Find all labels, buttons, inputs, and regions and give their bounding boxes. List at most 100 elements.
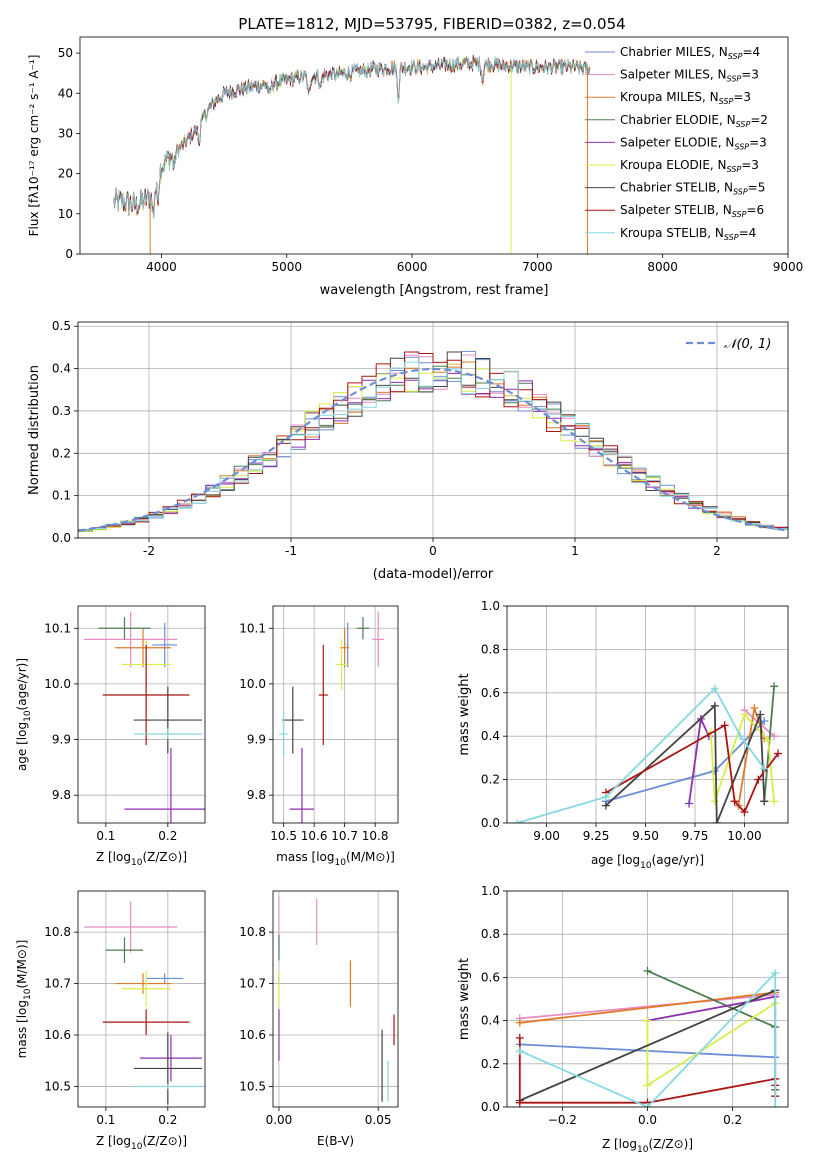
legend-label-salpeter-miles: Salpeter MILES, NSSP=3 <box>620 68 759 84</box>
spectrum-ticks: 4000 5000 6000 7000 8000 9000 0 10 20 30 40 50 <box>58 46 804 274</box>
weight_vs_age-xtick-label: 9.00 <box>533 829 560 843</box>
legend-label-main: Chabrier MILES, N <box>620 45 728 59</box>
errorbar-chabrier-miles <box>152 622 178 668</box>
residuals-ytick-label: 0.0 <box>52 531 71 545</box>
weight_vs_Z-ytick-label: 0.6 <box>481 970 500 984</box>
spectrum-ytick-label: 40 <box>58 86 73 100</box>
weight-marker-chabrier-stelib <box>756 710 765 719</box>
mass_vs_Z-ytick-label: 10.7 <box>44 977 71 991</box>
weight_vs_Z-ytick-label: 0.4 <box>481 1014 500 1028</box>
figure-title: PLATE=1812, MJD=53795, FIBERID=0382, z=0… <box>238 15 625 33</box>
weight-line-salpeter-elodie <box>647 995 776 1022</box>
spectrum-xtick-label: 8000 <box>647 260 678 274</box>
legend-label-tail: =4 <box>739 226 757 240</box>
errorbar-chabrier-miles <box>346 622 349 668</box>
weight-marker-salpeter-stelib <box>740 808 749 817</box>
mass_vs_Z-ytick-label: 10.6 <box>44 1028 71 1042</box>
legend-label-main: Salpeter MILES, N <box>620 68 727 82</box>
mass_vs_Z-x-axis-label-sub: 10 <box>131 1142 143 1152</box>
weight-marker-chabrier-stelib <box>712 819 721 823</box>
weight-marker-chabrier-stelib <box>601 801 610 810</box>
weight_vs_Z-ticks: −0.2 0.0 0.2 0.0 0.2 0.4 0.6 0.8 1.0 <box>481 884 742 1127</box>
mass_vs_Z-y-axis-label-tail: (M/M⊙)] <box>15 940 29 989</box>
weight-marker-salpeter-miles <box>770 732 779 741</box>
weight_vs_Z-plot-area <box>515 966 780 1107</box>
residuals-legend-label: 𝒩(0, 1) <box>724 337 771 352</box>
errorbar-kroupa-miles <box>115 973 171 994</box>
spectrum-panel: 4000 5000 6000 7000 8000 9000 0 10 20 30 40 50 wavel… <box>27 36 804 298</box>
residuals-plot-area <box>78 350 788 532</box>
legend-label-sub: SSP <box>728 52 743 61</box>
legend-label-chabrier-stelib: Chabrier STELIB, NSSP=5 <box>620 181 765 197</box>
mass_vs_Z-x-axis-label: Z [log10(Z/Z⊙)] <box>96 1134 187 1152</box>
weight_vs_age-xtick-label: 9.50 <box>632 829 659 843</box>
legend-label-main: Chabrier STELIB, N <box>620 181 733 195</box>
age_vs_Z-y-axis-label-tail: (age/yr)] <box>15 658 29 710</box>
mass_vs_Z-xtick-label: 0.2 <box>158 1113 177 1127</box>
age_vs_Z-ytick-label: 10.1 <box>44 621 71 635</box>
age_vs_mass-ytick-label: 10.0 <box>239 677 266 691</box>
age_vs_Z-background <box>78 606 205 823</box>
legend-label-tail: =3 <box>733 90 751 104</box>
weight-line-kroupa-stelib <box>519 970 777 1107</box>
mass_vs_Z-y-axis-label-main: mass [log <box>15 1000 29 1058</box>
weight-marker-chabrier-elodie <box>770 682 779 691</box>
legend-label-sub: SSP <box>727 165 742 174</box>
weight-marker-kroupa-stelib <box>760 764 769 773</box>
age-vs-metallicity-panel: 0.1 0.29.89.910.010.1Z [log10(Z/Z⊙)]age [… <box>15 605 206 868</box>
mass-weight-vs-age-panel: 9.00 9.25 9.50 9.75 10.00 0.0 0.2 0.4 0.6 0.8 1.0 a… <box>457 599 789 871</box>
legend-label-tail: =3 <box>741 158 759 172</box>
weight-marker-kroupa-stelib <box>736 732 745 741</box>
age_vs_Z-xtick-label: 0.1 <box>96 829 115 843</box>
mass_vs_ebv-ticks: 0.00 0.05 10.5 10.6 10.7 10.8 <box>239 925 391 1127</box>
legend-label-tail: =3 <box>741 68 759 82</box>
errorbar-chabrier-miles <box>146 973 184 984</box>
errorbar-salpeter-miles <box>372 611 385 668</box>
residuals-ytick-label: 0.3 <box>52 404 71 418</box>
residuals-xtick-label: 2 <box>713 544 721 558</box>
age_vs_mass-background <box>273 606 398 823</box>
errorbar-salpeter-miles <box>84 901 178 953</box>
residuals-ytick-label: 0.2 <box>52 446 71 460</box>
legend-label-tail: =5 <box>748 181 766 195</box>
age_vs_mass-x-axis-label-tail: (M/M⊙)] <box>346 850 395 864</box>
mass_vs_Z-plot-area <box>84 901 202 1105</box>
spectrum-ytick-label: 50 <box>58 46 73 60</box>
weight-marker-kroupa-stelib <box>512 819 521 823</box>
mass_vs_ebv-ytick-label: 10.8 <box>239 925 266 939</box>
legend-label-sub: SSP <box>724 233 739 242</box>
mass_vs_Z-frame <box>77 890 206 1108</box>
weight-marker-kroupa-elodie <box>643 1016 652 1025</box>
weight_vs_age-ticks: 9.00 9.25 9.50 9.75 10.00 0.0 0.2 0.4 0.6 0.8 1.0 <box>481 599 762 843</box>
residuals-y-axis-label: Normed distribution <box>27 365 42 495</box>
mass-weight-vs-metallicity-panel: −0.2 0.0 0.2 0.0 0.2 0.4 0.6 0.8 1.0 Z [log10(Z/Z… <box>457 884 789 1155</box>
age_vs_Z-y-axis-label: age [log10(age/yr)] <box>15 658 33 771</box>
weight_vs_age-plot-area <box>512 682 783 823</box>
legend-label-chabrier-miles: Chabrier MILES, NSSP=4 <box>620 45 760 61</box>
errorbar-salpeter-stelib <box>318 644 328 746</box>
legend-label-chabrier-elodie: Chabrier ELODIE, NSSP=2 <box>620 113 768 129</box>
age_vs_mass-x-axis-label-main: mass [log <box>276 850 334 864</box>
weight_vs_Z-xtick-label: 0.2 <box>723 1113 742 1127</box>
mass_vs_Z-ticks: 0.1 0.2 10.5 10.6 10.7 10.8 <box>44 925 177 1127</box>
weight-marker-chabrier-stelib <box>710 701 719 710</box>
errorbar-kroupa-stelib <box>133 1083 202 1089</box>
weight-line-salpeter-miles <box>519 993 776 1020</box>
mass_vs_ebv-frame <box>272 890 399 1108</box>
legend-label-main: Kroupa ELODIE, N <box>620 158 727 172</box>
weight-marker-salpeter-stelib <box>515 1033 524 1042</box>
spectrum-xtick-label: 7000 <box>522 260 553 274</box>
age_vs_Z-x-axis-label-main: Z [log <box>96 850 131 864</box>
legend-label-sub: SSP <box>732 210 747 219</box>
weight_vs_Z-xtick-label: 0.0 <box>638 1113 657 1127</box>
residuals-ytick-label: 0.5 <box>52 319 71 333</box>
weight-marker-kroupa-miles <box>515 1018 524 1027</box>
age_vs_mass-grid <box>273 606 398 823</box>
weight_vs_Z-y-axis-label: mass weight <box>457 958 472 1040</box>
spectrum-line-kroupa-stelib <box>113 56 591 219</box>
legend-label-kroupa-stelib: Kroupa STELIB, NSSP=4 <box>620 226 756 242</box>
age_vs_Z-x-axis-label-tail: (Z/Z⊙)] <box>142 850 187 864</box>
weight_vs_age-ytick-label: 1.0 <box>481 599 500 613</box>
